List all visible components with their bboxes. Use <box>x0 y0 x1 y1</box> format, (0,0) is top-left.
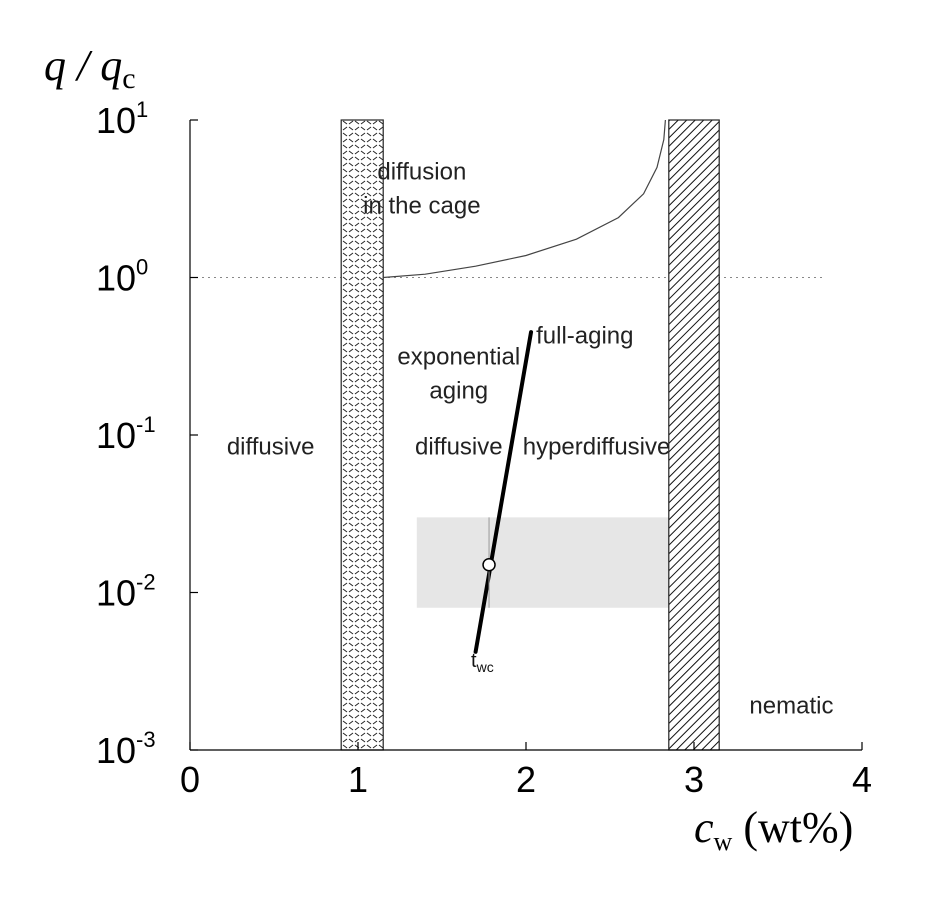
region-label-0: diffusion in the cage <box>363 158 480 219</box>
region-label-2-line-0: full-aging <box>536 323 633 350</box>
y-tick-exp-2: -1 <box>136 412 156 437</box>
y-tick-exp-3: 0 <box>136 255 148 280</box>
y-tick-label-4: 101 <box>96 97 148 141</box>
cage-boundary-curve <box>383 119 666 279</box>
region-label-0-line-1: in the cage <box>363 192 480 219</box>
region-label-0-line-0: diffusion <box>377 158 466 185</box>
y-axis-title-sub: c <box>122 62 135 95</box>
y-tick-base-3: 10 <box>96 258 136 299</box>
aging-crossover-line <box>473 330 534 654</box>
x-tick-label-2: 2 <box>516 759 536 800</box>
x-axis-title-main: c <box>694 803 714 852</box>
x-axis-title: cw (wt%) <box>694 803 853 856</box>
region-label-1-line-0: exponential <box>397 344 520 371</box>
y-tick-base-0: 10 <box>96 730 136 771</box>
y-tick-label-0: 10-3 <box>96 727 156 771</box>
region-label-3: diffusive <box>227 434 315 461</box>
region-label-4: diffusive <box>415 434 503 461</box>
region-label-1: exponential aging <box>397 344 520 405</box>
y-tick-exp-0: -3 <box>136 727 156 752</box>
region-label-4-line-0: diffusive <box>415 434 503 461</box>
region-label-3-line-0: diffusive <box>227 434 315 461</box>
x-axis-title-unit: (wt%) <box>732 803 853 852</box>
region-label-6-line-0: nematic <box>749 693 833 720</box>
x-tick-label-0: 0 <box>180 759 200 800</box>
region-label-5: hyperdiffusive <box>523 434 671 461</box>
hatched-band-1 <box>340 119 384 751</box>
region-label-1-line-1: aging <box>429 378 488 405</box>
shaded-region <box>416 517 669 608</box>
region-label-2: full-aging <box>536 323 633 350</box>
y-tick-base-1: 10 <box>96 573 136 614</box>
y-tick-exp-1: -2 <box>136 570 156 595</box>
y-tick-base-2: 10 <box>96 415 136 456</box>
twc-label-main: t <box>471 650 477 672</box>
y-tick-base-4: 10 <box>96 100 136 141</box>
y-tick-label-3: 100 <box>96 255 148 299</box>
region-label-5-line-0: hyperdiffusive <box>523 434 671 461</box>
x-tick-label-4: 4 <box>852 759 872 800</box>
y-tick-label-2: 10-1 <box>96 412 156 456</box>
y-tick-label-1: 10-2 <box>96 570 156 614</box>
y-axis-title-main: q / q <box>44 41 122 90</box>
x-tick-label-3: 3 <box>684 759 704 800</box>
y-tick-exp-4: 1 <box>136 97 148 122</box>
y-axis-title: q / qc <box>44 41 136 95</box>
twc-marker-label: twc <box>471 650 494 675</box>
hatched-band-2 <box>668 119 720 751</box>
twc-label-sub: wc <box>476 659 494 675</box>
x-tick-label-1: 1 <box>348 759 368 800</box>
twc-marker-point <box>482 558 496 572</box>
region-label-6: nematic <box>749 693 833 720</box>
x-axis-title-sub: w <box>714 827 733 856</box>
